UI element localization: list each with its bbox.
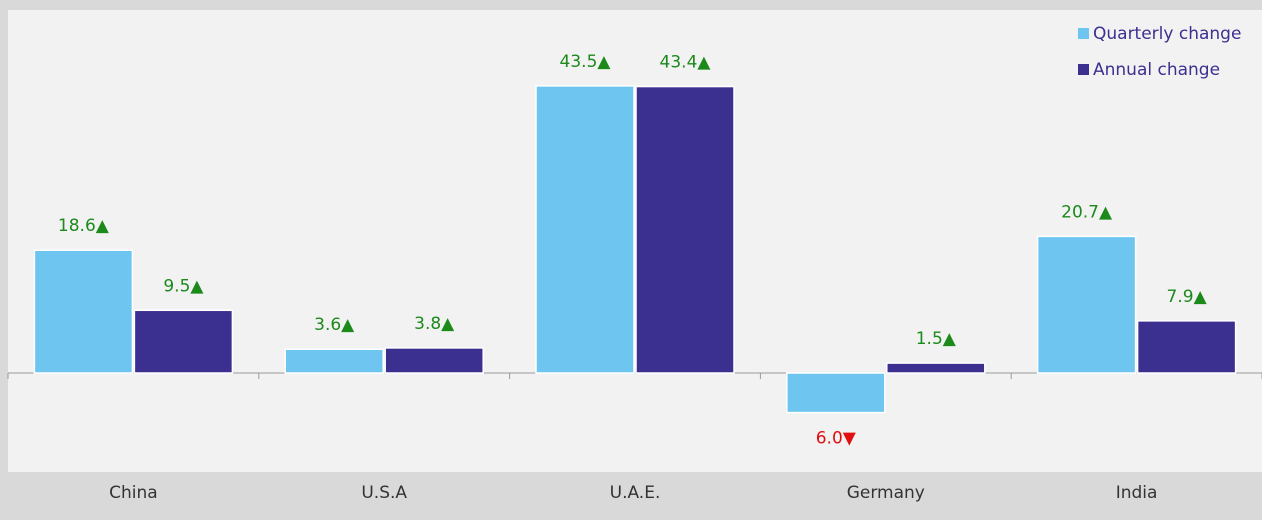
bar [384, 347, 484, 374]
bar [886, 362, 986, 374]
value-label: 3.6▲ [314, 315, 355, 335]
legend-label: Annual change [1093, 60, 1220, 80]
value-label: 43.4▲ [660, 53, 712, 73]
value-label: 20.7▲ [1061, 202, 1113, 222]
x-tick-label: China [109, 483, 158, 503]
bar [133, 309, 234, 374]
value-label: 7.9▲ [1167, 287, 1208, 307]
legend-swatch [1078, 28, 1089, 39]
value-label: 43.5▲ [560, 52, 612, 72]
value-label: 6.0▼ [816, 429, 857, 449]
bar [1036, 235, 1137, 374]
value-label: 9.5▲ [163, 276, 204, 296]
x-tick-label: U.A.E. [610, 483, 661, 503]
x-tick-label: India [1116, 483, 1158, 503]
bar [786, 372, 886, 414]
bar [284, 348, 384, 374]
bar [635, 85, 735, 374]
legend-swatch [1078, 64, 1089, 75]
value-label: 1.5▲ [916, 329, 957, 349]
value-label: 3.8▲ [414, 314, 455, 334]
value-label: 18.6▲ [58, 216, 110, 236]
x-tick-label: U.S.A [361, 483, 407, 503]
bar [1136, 320, 1237, 374]
bar [33, 249, 134, 374]
bar [535, 85, 635, 374]
x-tick-label: Germany [847, 483, 925, 503]
legend-label: Quarterly change [1093, 24, 1241, 44]
